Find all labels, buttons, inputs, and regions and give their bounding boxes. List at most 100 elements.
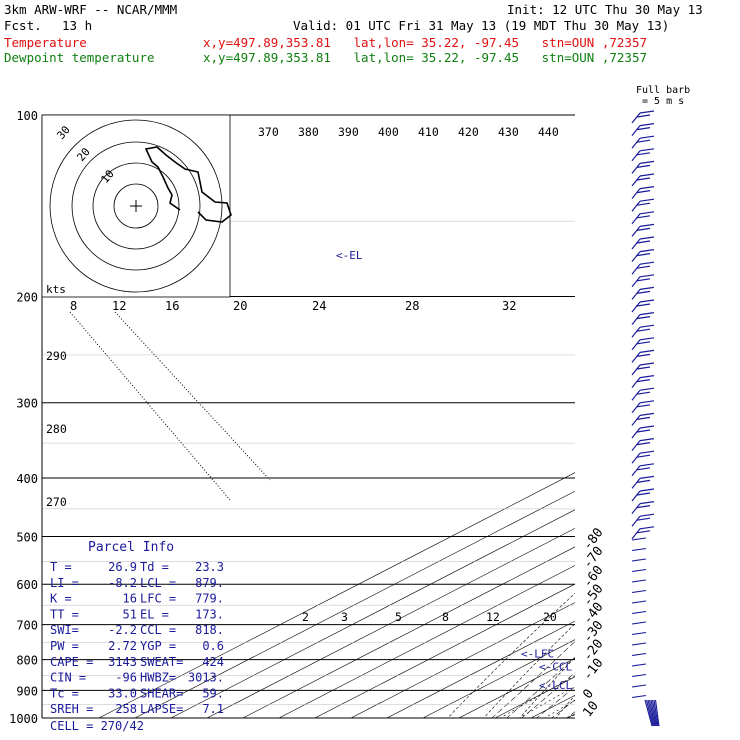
wind-barb <box>631 160 655 174</box>
wind-barb-staff <box>631 621 647 625</box>
wind-barb-staff <box>631 352 641 363</box>
level-marker-label: <-CCL <box>539 660 572 673</box>
wind-barb-staff <box>631 589 647 594</box>
moist-adiabat <box>636 297 740 731</box>
wind-barb-staff <box>631 558 647 562</box>
isotherm-line <box>578 87 740 730</box>
wind-barb <box>631 261 655 275</box>
parcel-info-label: SREH = <box>50 702 93 716</box>
wind-barb-flag <box>636 416 651 420</box>
parcel-info-label: T = <box>50 560 72 574</box>
wind-barb-flag <box>639 526 655 530</box>
dewpoint-location: x,y=497.89,353.81 lat,lon= 35.22, -97.45… <box>203 50 648 65</box>
dry-adiabat <box>519 656 575 718</box>
wind-barb-flag <box>639 438 655 442</box>
wind-barb <box>631 223 655 237</box>
isotherm-line <box>686 87 740 730</box>
wind-barb-flag <box>639 337 655 341</box>
wind-speed-scale-label: 28 <box>405 299 419 313</box>
wind-barb-surface <box>650 699 657 727</box>
wind-barb-staff <box>631 263 641 275</box>
level-marker-label: <-EL <box>336 249 363 262</box>
parcel-info-label: PW = <box>50 639 79 653</box>
wind-barb-staff <box>631 537 647 541</box>
wind-barb-flag <box>636 505 651 509</box>
wind-barb-flag <box>639 475 655 479</box>
wind-speed-scale-label: 32 <box>502 299 516 313</box>
wind-barb <box>631 324 655 338</box>
parcel-info-label: LFC = <box>140 592 176 606</box>
hodograph-kts-label: kts <box>46 283 66 296</box>
wind-barb-staff <box>631 226 641 237</box>
moist-adiabat <box>607 297 740 731</box>
parcel-info-title: Parcel Info <box>88 540 174 555</box>
parcel-info-value: 0.6 <box>202 639 224 653</box>
wind-barb-staff <box>631 610 647 615</box>
wind-barb-flag <box>636 442 651 446</box>
wind-speed-scale-label: 8 <box>70 299 77 313</box>
wind-barb-flag <box>639 299 655 303</box>
wind-barb-flag <box>636 404 651 408</box>
wind-barb-flag <box>636 391 651 395</box>
wind-barb <box>631 412 655 426</box>
parcel-info-label: CIN = <box>50 671 86 685</box>
wind-barb-flag <box>639 425 655 429</box>
wind-barb-staff <box>631 547 647 552</box>
parcel-info-value: -96 <box>115 671 137 685</box>
wind-barb <box>631 501 655 514</box>
wind-direction-label: 270 <box>46 495 67 509</box>
valid-time: Valid: 01 UTC Fri 31 May 13 (19 MDT Thu … <box>293 18 670 33</box>
wind-barb <box>631 123 655 136</box>
wind-barb-flag <box>639 324 655 328</box>
theta-label: 380 <box>298 125 319 139</box>
wind-barb <box>631 249 655 262</box>
parcel-info-label: LCL = <box>140 576 176 590</box>
wind-barb-flag <box>636 227 651 231</box>
wind-barb <box>631 173 655 187</box>
wind-barb-staff <box>631 452 641 464</box>
wind-barb-staff <box>631 364 641 376</box>
wind-barb-flag <box>639 488 655 492</box>
pressure-tick-label: 800 <box>16 654 38 668</box>
parcel-info-value: 879. <box>195 576 224 590</box>
wind-barb-staff <box>631 301 641 313</box>
wind-barb-staff <box>631 175 641 187</box>
wind-barb-staff <box>631 465 641 477</box>
parcel-info-value: 258 <box>115 702 137 716</box>
wind-barb-flag <box>636 303 651 307</box>
wind-barb-flag <box>636 152 651 156</box>
wind-barb <box>631 337 655 351</box>
hodograph-trace <box>144 146 232 223</box>
wind-barb-flag <box>639 160 655 164</box>
wind-barb <box>631 198 655 212</box>
wind-barb-flag <box>639 513 655 517</box>
mixing-ratio-line <box>598 584 740 731</box>
wind-barb-staff <box>631 631 647 636</box>
wind-barb <box>631 438 655 451</box>
dry-adiabat <box>691 87 740 730</box>
wind-barb-flag <box>636 379 651 383</box>
wind-barb-flag <box>639 211 655 215</box>
sounding-trace <box>644 115 740 699</box>
wind-barb <box>631 450 655 464</box>
parcel-info-value: 2.72 <box>108 639 137 653</box>
wind-barb-staff <box>631 528 641 540</box>
wind-barb-flag <box>639 261 655 265</box>
wind-barb-staff <box>631 213 641 225</box>
wind-barb-flag <box>639 249 655 253</box>
isotherm-label: 10 <box>580 699 601 721</box>
theta-label: 440 <box>538 125 559 139</box>
wind-barb <box>631 362 655 376</box>
wind-barb-flag <box>636 190 651 194</box>
level-marker-label: <-LCL <box>539 679 572 692</box>
wind-barb-staff <box>631 673 647 678</box>
wind-barb-surface <box>644 699 653 727</box>
speed-guide-line <box>114 311 271 481</box>
wind-barb-staff <box>631 314 641 325</box>
wind-barb <box>631 135 655 149</box>
isotherm-line <box>386 620 575 718</box>
theta-label: 410 <box>418 125 439 139</box>
wind-barb-staff <box>631 490 641 502</box>
parcel-info-value: 51 <box>123 607 137 621</box>
hodograph-ring <box>49 119 223 293</box>
